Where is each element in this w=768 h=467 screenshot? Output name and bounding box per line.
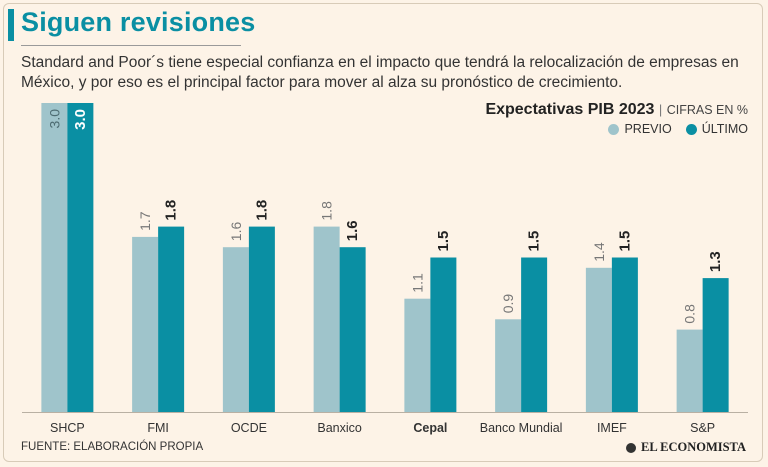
data-label-previo-2: 1.6: [228, 222, 244, 242]
bar-ultimo-2: [248, 226, 275, 412]
legend-label-ultimo: ÚLTIMO: [701, 122, 748, 136]
legend-label-previo: PREVIO: [624, 122, 672, 136]
chart-title-unit: CIFRAS EN %: [666, 103, 748, 117]
data-label-previo-1: 1.7: [137, 211, 153, 231]
bar-ultimo-1: [158, 226, 185, 412]
bar-previo-1: [132, 236, 159, 412]
category-label-3: Banxico: [317, 421, 362, 435]
title-accent-bar: [8, 9, 14, 41]
category-label-2: OCDE: [231, 421, 267, 435]
brand-logo: EL ECONOMISTA: [626, 440, 746, 455]
data-label-previo-0: 3.0: [46, 109, 62, 129]
category-label-6: IMEF: [597, 421, 627, 435]
data-label-previo-3: 1.8: [319, 201, 335, 221]
chart-title: Expectativas PIB 2023 | CIFRAS EN %: [485, 101, 748, 119]
bar-previo-7: [676, 329, 703, 412]
bar-previo-0: [41, 103, 68, 412]
bar-ultimo-3: [339, 247, 366, 412]
category-label-0: SHCP: [50, 421, 85, 435]
data-label-ultimo-3: 1.6: [344, 220, 361, 241]
data-label-ultimo-7: 1.3: [707, 251, 724, 272]
legend-entry-previo: PREVIO: [608, 122, 672, 136]
data-label-previo-6: 1.4: [591, 242, 607, 262]
chart-title-main: Expectativas PIB 2023: [485, 101, 655, 118]
category-label-7: S&P: [690, 421, 715, 435]
chart-title-separator: |: [658, 102, 663, 117]
legend-swatch-ultimo: [685, 123, 697, 135]
data-label-ultimo-6: 1.5: [616, 231, 633, 252]
data-label-ultimo-0: 3.0: [72, 109, 89, 130]
brand-logo-icon: [626, 442, 636, 453]
legend-swatch-previo: [608, 123, 620, 135]
title-underline: [21, 45, 241, 46]
legend-entry-ultimo: ÚLTIMO: [685, 122, 748, 136]
brand-name: EL ECONOMISTA: [641, 440, 746, 454]
subtitle-text: Standard and Poor´s tiene especial confi…: [21, 54, 739, 91]
bar-previo-2: [222, 247, 249, 412]
category-label-1: FMI: [147, 421, 169, 435]
data-label-ultimo-4: 1.5: [435, 231, 452, 252]
bar-previo-3: [313, 226, 340, 412]
bar-ultimo-4: [430, 257, 457, 412]
category-label-5: Banco Mundial: [480, 421, 563, 435]
bar-ultimo-6: [611, 257, 638, 412]
data-label-ultimo-2: 1.8: [253, 200, 270, 221]
bar-previo-5: [495, 319, 522, 412]
card-frame: [3, 3, 763, 462]
data-label-ultimo-5: 1.5: [526, 231, 543, 252]
bar-ultimo-0: [67, 103, 94, 412]
chart-legend: PREVIO ÚLTIMO: [608, 122, 748, 136]
bar-previo-6: [585, 267, 612, 412]
data-label-previo-7: 0.8: [682, 304, 698, 324]
category-label-4: Cepal: [413, 421, 447, 435]
data-label-previo-5: 0.9: [500, 294, 516, 314]
source-note: FUENTE: ELABORACIÓN PROPIA: [21, 441, 204, 453]
data-label-previo-4: 1.1: [409, 273, 425, 293]
data-label-ultimo-1: 1.8: [163, 200, 180, 221]
bar-ultimo-5: [521, 257, 548, 412]
bar-ultimo-7: [702, 278, 729, 412]
bar-previo-4: [404, 298, 431, 412]
page-title: Siguen revisiones: [21, 7, 256, 37]
